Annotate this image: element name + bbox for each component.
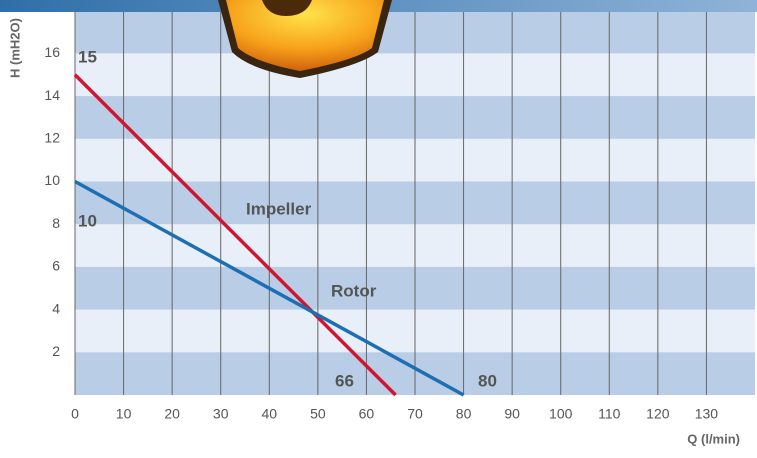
y-tick-label: 4: [52, 300, 60, 316]
x-tick-label: 100: [549, 406, 573, 422]
annotation: 80: [478, 371, 497, 390]
x-tick-label: 0: [71, 406, 79, 422]
plot-area: [75, 0, 755, 395]
x-tick-label: 20: [164, 406, 180, 422]
chart: 15 66 Impeller 10 80 Rotor Q (l/min) H (…: [0, 0, 757, 458]
page: 15 66 Impeller 10 80 Rotor Q (l/min) H (…: [0, 0, 757, 458]
annotation: 66: [335, 371, 354, 390]
annotation: Rotor: [331, 281, 377, 300]
annotation: 15: [78, 47, 97, 66]
annotation: 10: [78, 211, 97, 230]
x-tick-label: 30: [213, 406, 229, 422]
y-axis-title: H (mH2O): [7, 18, 22, 78]
x-tick-label: 90: [504, 406, 520, 422]
x-tick-label: 130: [695, 406, 719, 422]
y-tick-label: 16: [44, 44, 60, 60]
x-tick-label: 10: [116, 406, 132, 422]
y-tick-label: 6: [52, 258, 60, 274]
annotation: Impeller: [246, 199, 312, 218]
y-tick-label: 10: [44, 172, 60, 188]
x-tick-label: 40: [261, 406, 277, 422]
y-tick-label: 8: [52, 215, 60, 231]
y-tick-label: 14: [44, 87, 60, 103]
x-tick-label: 50: [310, 406, 326, 422]
x-tick-label: 60: [359, 406, 375, 422]
x-tick-label: 70: [407, 406, 423, 422]
x-tick-label: 80: [456, 406, 472, 422]
y-tick-label: 12: [44, 129, 60, 145]
x-tick-label: 110: [598, 406, 621, 422]
x-tick-label: 120: [646, 406, 670, 422]
y-tick-label: 2: [52, 343, 60, 359]
x-axis-title: Q (l/min): [687, 431, 740, 446]
